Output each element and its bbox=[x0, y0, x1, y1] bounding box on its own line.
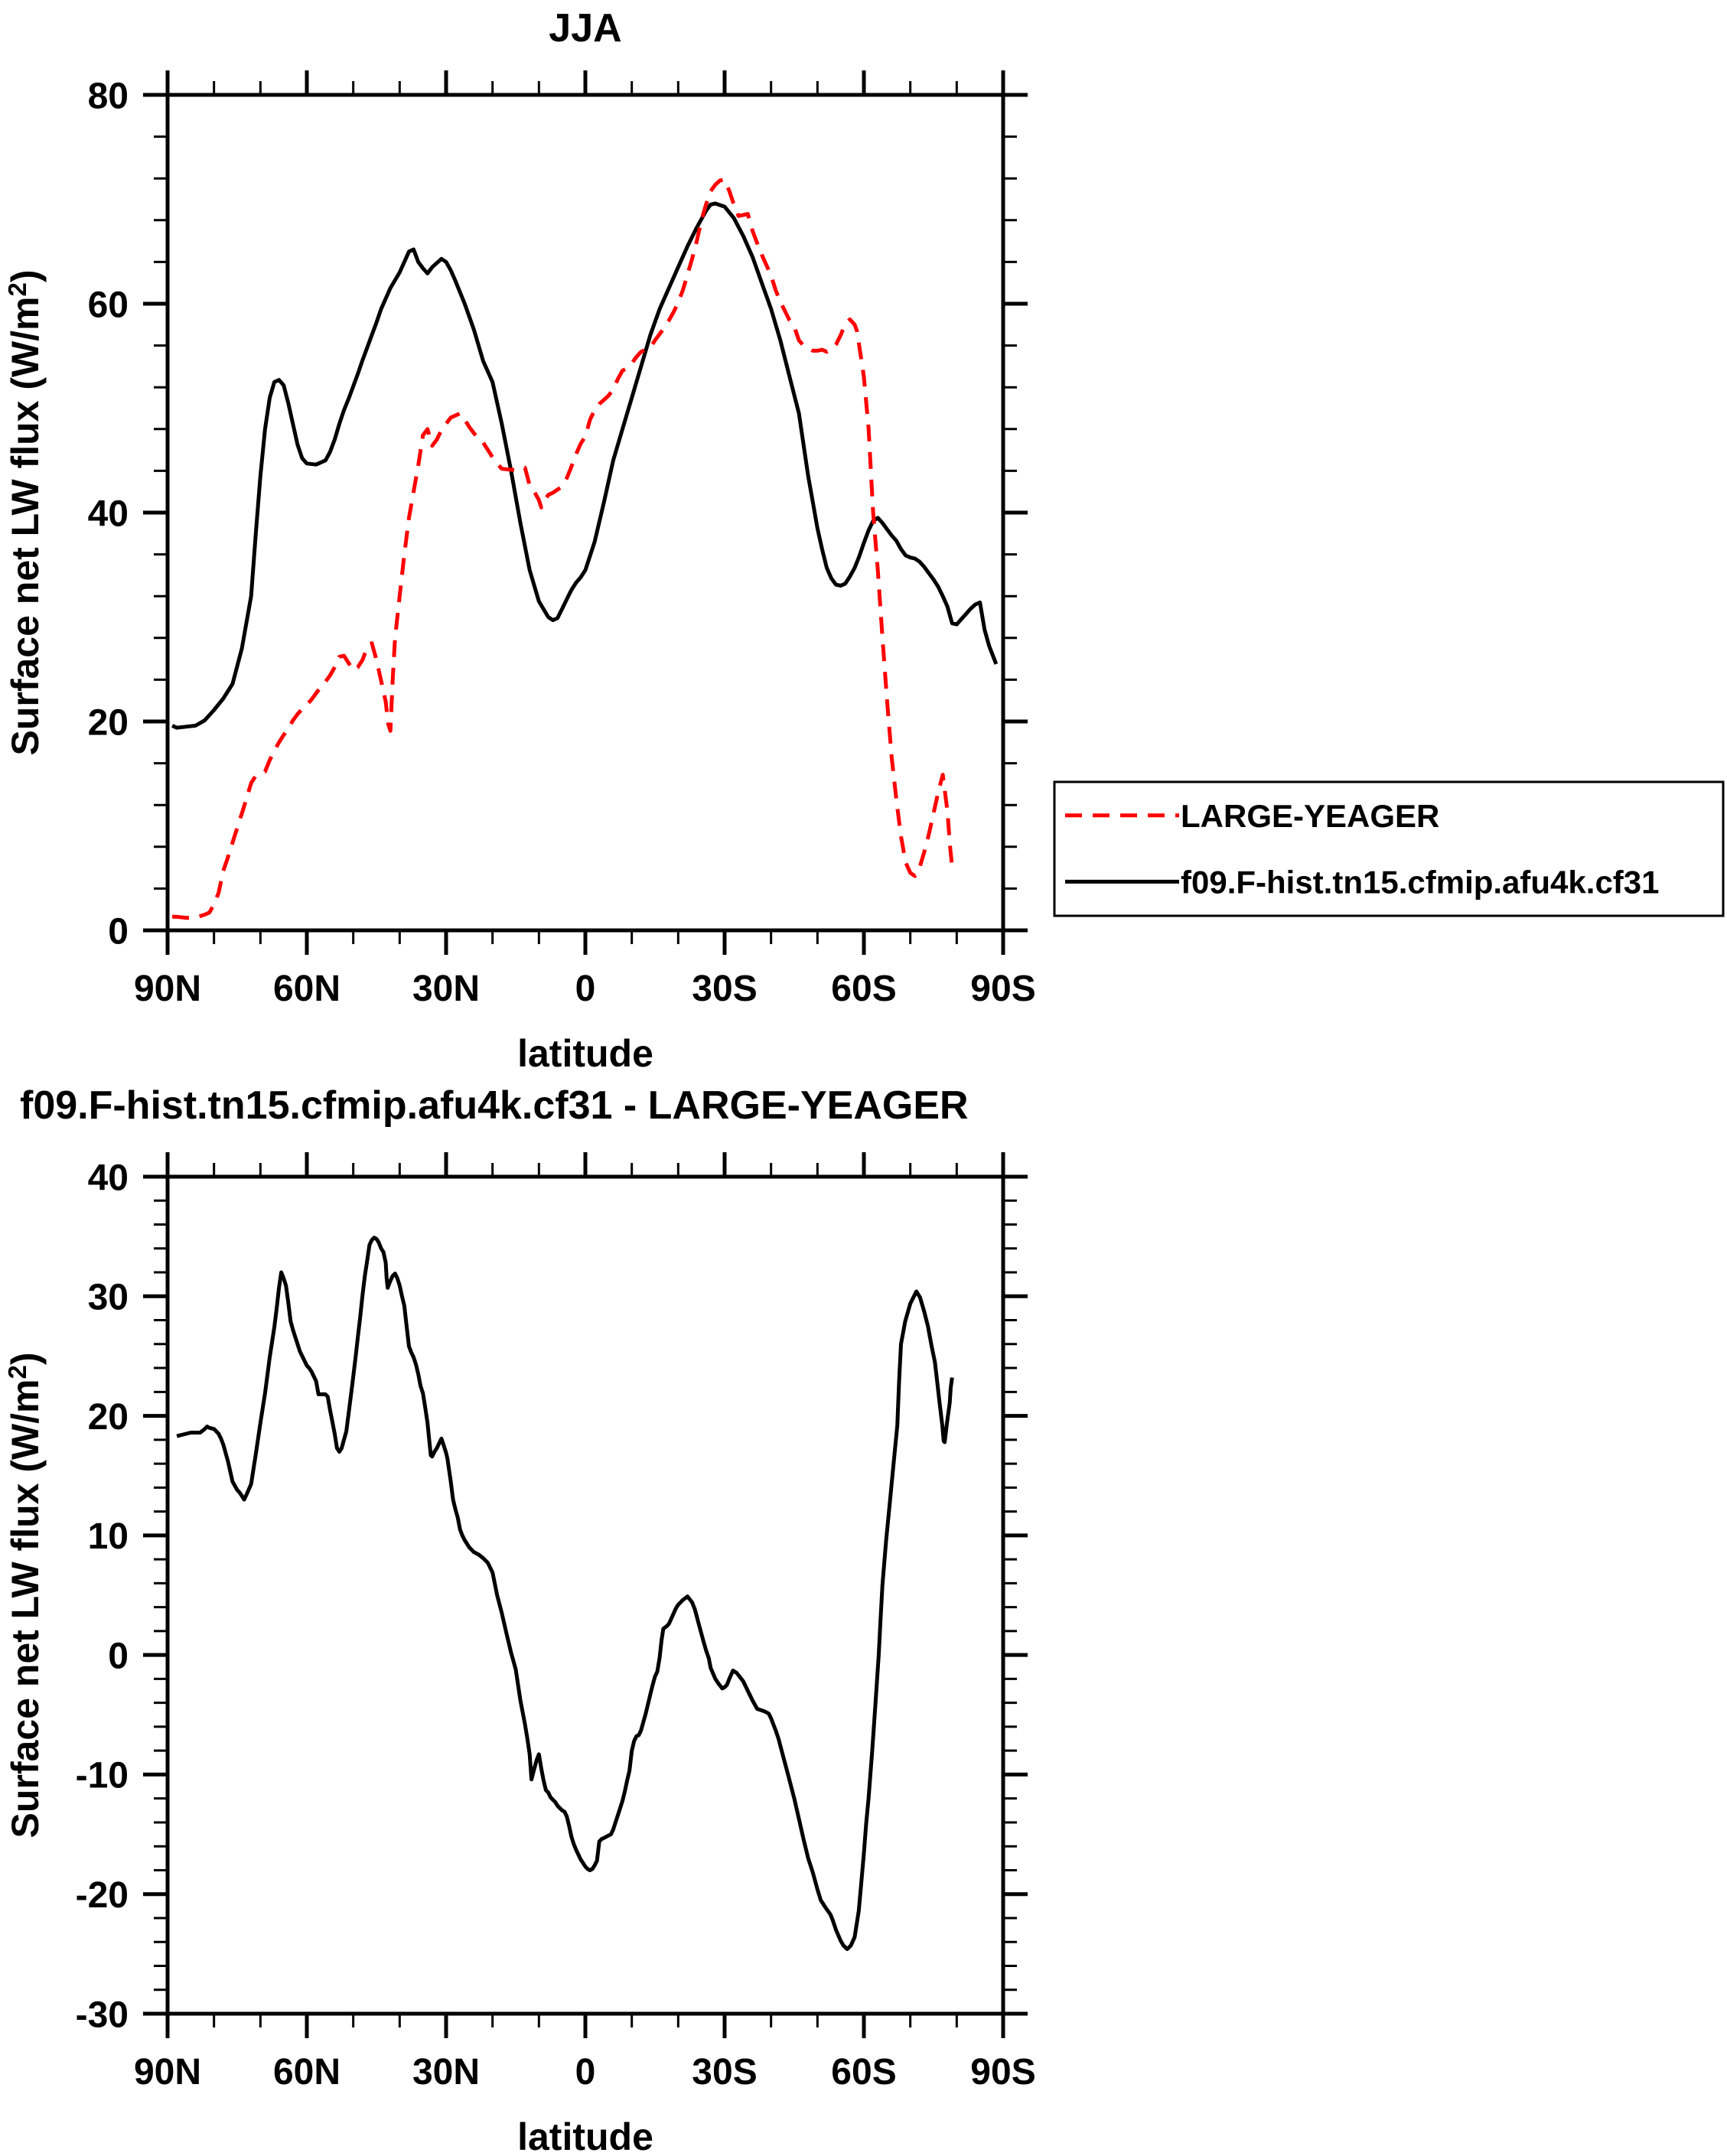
y-tick-label: 40 bbox=[88, 493, 129, 534]
x-tick-label: 60N bbox=[273, 2052, 341, 2092]
x-tick-label: 60N bbox=[273, 969, 341, 1009]
legend-label: LARGE-YEAGER bbox=[1181, 798, 1439, 834]
legend-label: f09.F-hist.tn15.cfmip.afu4k.cf31 bbox=[1181, 864, 1660, 900]
y-tick-label: 10 bbox=[88, 1516, 129, 1557]
x-axis-title: latitude bbox=[517, 1032, 653, 1075]
series-f09-f-hist-tn15-cfmip-afu4k-cf31 bbox=[171, 201, 999, 730]
axis-ticks bbox=[143, 70, 1028, 955]
x-tick-label: 30S bbox=[692, 2052, 757, 2092]
y-axis-title: Surface net LW flux (W/m2) bbox=[3, 1352, 47, 1838]
y-tick-label: 20 bbox=[88, 1397, 129, 1438]
x-tick-label: 30N bbox=[412, 969, 480, 1009]
chart-title: f09.F-hist.tn15.cfmip.afu4k.cf31 - LARGE… bbox=[20, 1083, 969, 1128]
y-tick-label: 0 bbox=[108, 1636, 129, 1676]
x-tick-label: 90N bbox=[134, 969, 201, 1009]
y-tick-label: 20 bbox=[88, 702, 129, 743]
x-tick-label: 60S bbox=[831, 2052, 896, 2092]
y-tick-label: -30 bbox=[76, 1995, 129, 2035]
x-axis-title: latitude bbox=[517, 2115, 653, 2152]
x-tick-label: 90N bbox=[134, 2052, 201, 2092]
x-tick-label: 60S bbox=[831, 969, 896, 1009]
y-axis-title: Surface net LW flux (W/m2) bbox=[3, 269, 47, 755]
legend: LARGE-YEAGER f09.F-hist.tn15.cfmip.afu4k.… bbox=[1053, 780, 1725, 917]
x-tick-label: 0 bbox=[575, 2052, 596, 2092]
x-tick-label: 30N bbox=[412, 2052, 480, 2092]
axis-ticks bbox=[143, 1152, 1028, 2038]
plot-frame bbox=[165, 93, 1005, 933]
x-tick-label: 30S bbox=[692, 969, 757, 1009]
chart-bottom: f09.F-hist.tn15.cfmip.afu4k.cf31 - LARGE… bbox=[3, 1083, 1036, 2156]
series-large-yeager bbox=[172, 177, 954, 920]
plot-frame bbox=[165, 1174, 1005, 2016]
chart-title: JJA bbox=[549, 6, 621, 50]
series-difference-f09-large-yeager- bbox=[176, 1236, 954, 1952]
chart-top: JJA 90N 60N 30N 0 30S 60S 90S 0 20 40 60 80 latitude S… bbox=[3, 6, 1725, 1075]
y-tick-label: 60 bbox=[88, 285, 129, 325]
x-tick-label: 90S bbox=[970, 2052, 1035, 2092]
y-tick-label: -20 bbox=[76, 1875, 129, 1916]
y-tick-label: -10 bbox=[76, 1756, 129, 1796]
legend-box bbox=[1053, 780, 1725, 917]
y-tick-label: 80 bbox=[88, 76, 129, 116]
x-tick-label: 90S bbox=[970, 969, 1035, 1009]
y-tick-label: 40 bbox=[88, 1158, 129, 1198]
x-tick-label: 0 bbox=[575, 969, 596, 1009]
y-tick-label: 0 bbox=[108, 911, 129, 952]
y-tick-label: 30 bbox=[88, 1278, 129, 1318]
